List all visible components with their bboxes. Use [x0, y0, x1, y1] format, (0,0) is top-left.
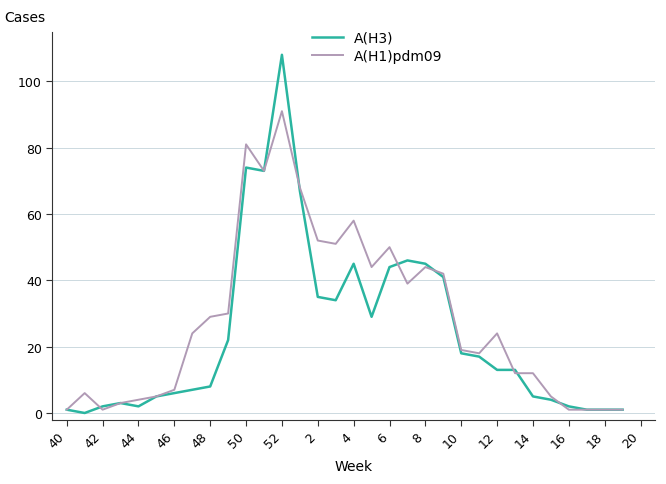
A(H1)pdm09: [188, 331, 196, 336]
A(H1)pdm09: [601, 407, 609, 413]
A(H3): [117, 400, 125, 406]
A(H3): [314, 294, 322, 300]
A(H3): [99, 404, 107, 409]
A(H1)pdm09: [458, 348, 466, 353]
Line: A(H3): A(H3): [67, 56, 623, 413]
A(H3): [296, 188, 304, 194]
Line: A(H1)pdm09: A(H1)pdm09: [67, 112, 623, 410]
A(H1)pdm09: [278, 109, 286, 115]
A(H3): [188, 387, 196, 393]
A(H3): [529, 393, 537, 399]
A(H3): [368, 314, 376, 320]
A(H3): [242, 166, 250, 171]
A(H1)pdm09: [206, 314, 214, 320]
A(H1)pdm09: [368, 265, 376, 271]
Text: Cases: Cases: [4, 11, 45, 25]
A(H1)pdm09: [63, 407, 71, 413]
A(H3): [260, 168, 268, 174]
X-axis label: Week: Week: [334, 459, 373, 473]
A(H1)pdm09: [565, 407, 573, 413]
A(H1)pdm09: [386, 245, 394, 251]
A(H1)pdm09: [153, 393, 161, 399]
A(H3): [278, 53, 286, 59]
A(H3): [475, 354, 483, 360]
A(H3): [619, 407, 627, 413]
A(H3): [350, 261, 358, 267]
A(H1)pdm09: [117, 400, 125, 406]
A(H1)pdm09: [422, 265, 430, 271]
A(H1)pdm09: [135, 397, 143, 403]
A(H3): [224, 337, 232, 343]
A(H3): [206, 384, 214, 390]
A(H1)pdm09: [81, 391, 89, 396]
Legend: A(H3), A(H1)pdm09: A(H3), A(H1)pdm09: [312, 31, 443, 64]
A(H1)pdm09: [619, 407, 627, 413]
A(H3): [404, 258, 412, 264]
A(H1)pdm09: [440, 271, 448, 277]
A(H1)pdm09: [350, 218, 358, 224]
A(H3): [601, 407, 609, 413]
A(H1)pdm09: [332, 242, 340, 247]
A(H1)pdm09: [547, 393, 555, 399]
A(H1)pdm09: [314, 238, 322, 244]
A(H1)pdm09: [529, 371, 537, 377]
A(H3): [565, 404, 573, 409]
A(H1)pdm09: [583, 407, 591, 413]
A(H3): [511, 367, 519, 373]
A(H1)pdm09: [242, 142, 250, 148]
A(H3): [332, 298, 340, 303]
A(H1)pdm09: [224, 311, 232, 317]
A(H3): [422, 261, 430, 267]
A(H3): [493, 367, 501, 373]
A(H3): [547, 397, 555, 403]
A(H3): [440, 274, 448, 280]
A(H1)pdm09: [170, 387, 178, 393]
A(H1)pdm09: [493, 331, 501, 336]
A(H1)pdm09: [475, 351, 483, 357]
A(H1)pdm09: [260, 168, 268, 174]
A(H3): [458, 351, 466, 357]
A(H3): [583, 407, 591, 413]
A(H3): [170, 391, 178, 396]
A(H1)pdm09: [511, 371, 519, 377]
A(H3): [386, 265, 394, 271]
A(H3): [81, 410, 89, 416]
A(H3): [63, 407, 71, 413]
A(H3): [135, 404, 143, 409]
A(H1)pdm09: [99, 407, 107, 413]
A(H1)pdm09: [296, 185, 304, 191]
A(H1)pdm09: [404, 281, 412, 287]
A(H3): [153, 393, 161, 399]
